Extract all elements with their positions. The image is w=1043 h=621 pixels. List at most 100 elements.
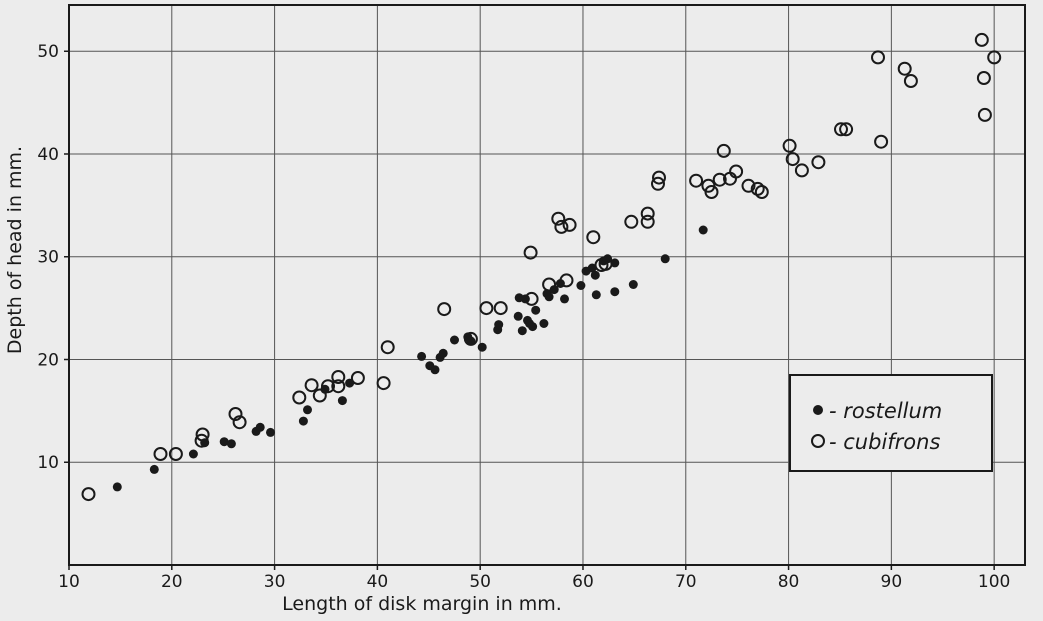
point-cubifrons [228, 407, 243, 421]
point-cubifrons [232, 415, 247, 430]
point-cubifrons [794, 163, 809, 178]
point-rostellum [149, 464, 159, 474]
point-cubifrons [782, 138, 797, 153]
point-cubifrons [523, 245, 538, 260]
point-rostellum [610, 258, 620, 268]
point-cubifrons [586, 230, 601, 245]
point-cubifrons [153, 447, 168, 461]
point-rostellum [226, 439, 236, 449]
point-rostellum [450, 335, 459, 345]
point-cubifrons [987, 50, 1002, 65]
x-tick-label: 60 [572, 572, 594, 592]
x-tick-label: 80 [778, 572, 800, 592]
point-cubifrons [976, 71, 991, 85]
point-cubifrons [195, 427, 210, 442]
point-rostellum [417, 351, 427, 361]
point-rostellum [513, 311, 523, 321]
legend-label-rostellum: - rostellum [829, 399, 942, 423]
point-cubifrons [624, 214, 639, 229]
legend-marker-rostellum [813, 405, 823, 415]
point-cubifrons [331, 379, 346, 394]
point-cubifrons [652, 170, 666, 185]
point-cubifrons [874, 134, 889, 149]
point-cubifrons [741, 178, 756, 193]
point-cubifrons [479, 301, 494, 316]
plot-frame [68, 4, 1026, 566]
point-cubifrons [292, 390, 307, 405]
point-rostellum [438, 348, 448, 358]
point-cubifrons [524, 291, 539, 306]
point-rostellum [528, 322, 538, 332]
point-cubifrons [493, 301, 508, 316]
data-points [81, 32, 1002, 502]
point-rostellum [590, 270, 600, 280]
point-rostellum [610, 287, 620, 297]
point-cubifrons [716, 143, 731, 158]
point-cubifrons [562, 217, 577, 232]
point-rostellum [576, 281, 586, 290]
point-cubifrons [437, 302, 452, 317]
point-cubifrons [304, 378, 319, 393]
legend-box [789, 374, 993, 472]
point-cubifrons [321, 379, 335, 394]
point-rostellum [549, 285, 559, 295]
x-axis-title: Length of disk margin in mm. [282, 593, 562, 615]
point-cubifrons [194, 433, 209, 448]
y-tick-label: 10 [37, 453, 59, 473]
y-axis-ticks: 10 20 30 40 50 [37, 42, 69, 473]
x-axis-ticks: 10 20 30 40 50 60 70 80 90 100 [58, 565, 1010, 592]
x-tick-label: 90 [881, 572, 903, 592]
point-rostellum [430, 365, 440, 375]
point-cubifrons [463, 331, 478, 346]
point-cubifrons [897, 61, 912, 76]
point-rostellum [303, 405, 312, 415]
point-cubifrons [551, 211, 566, 226]
point-cubifrons [376, 376, 391, 391]
x-tick-label: 10 [58, 572, 80, 592]
point-rostellum [517, 326, 527, 336]
point-cubifrons [331, 370, 346, 384]
point-rostellum [628, 280, 638, 289]
point-cubifrons [871, 50, 885, 65]
point-cubifrons [81, 487, 96, 502]
point-rostellum [698, 225, 708, 235]
point-cubifrons [903, 74, 918, 88]
point-cubifrons [640, 214, 655, 229]
point-rostellum [477, 342, 487, 352]
point-rostellum [337, 396, 347, 406]
point-cubifrons [704, 185, 719, 199]
point-rostellum [531, 305, 541, 315]
point-cubifrons [380, 340, 395, 355]
point-cubifrons [712, 172, 727, 187]
x-tick-label: 40 [367, 572, 389, 592]
point-cubifrons [729, 164, 744, 179]
point-cubifrons [559, 273, 574, 288]
x-tick-label: 50 [469, 572, 491, 592]
plot-area [69, 5, 1025, 565]
legend-label-cubifrons: - cubifrons [829, 430, 940, 454]
x-tick-label: 30 [264, 572, 286, 592]
point-rostellum [112, 482, 122, 492]
point-cubifrons [350, 371, 365, 385]
point-rostellum [255, 422, 265, 432]
point-rostellum [544, 292, 554, 302]
point-cubifrons [689, 173, 704, 188]
point-rostellum [587, 263, 597, 273]
point-rostellum [219, 437, 229, 447]
point-rostellum [591, 290, 601, 300]
x-tick-label: 100 [978, 572, 1010, 592]
point-cubifrons [811, 155, 826, 170]
x-tick-label: 20 [161, 572, 183, 592]
point-cubifrons [754, 185, 769, 199]
point-cubifrons [974, 32, 989, 47]
point-cubifrons [651, 176, 665, 191]
point-rostellum [266, 427, 275, 437]
y-tick-label: 40 [37, 145, 59, 165]
x-tick-label: 70 [675, 572, 697, 592]
point-cubifrons [542, 277, 557, 292]
point-rostellum [298, 416, 308, 426]
point-cubifrons [977, 107, 992, 122]
point-cubifrons [312, 388, 327, 403]
